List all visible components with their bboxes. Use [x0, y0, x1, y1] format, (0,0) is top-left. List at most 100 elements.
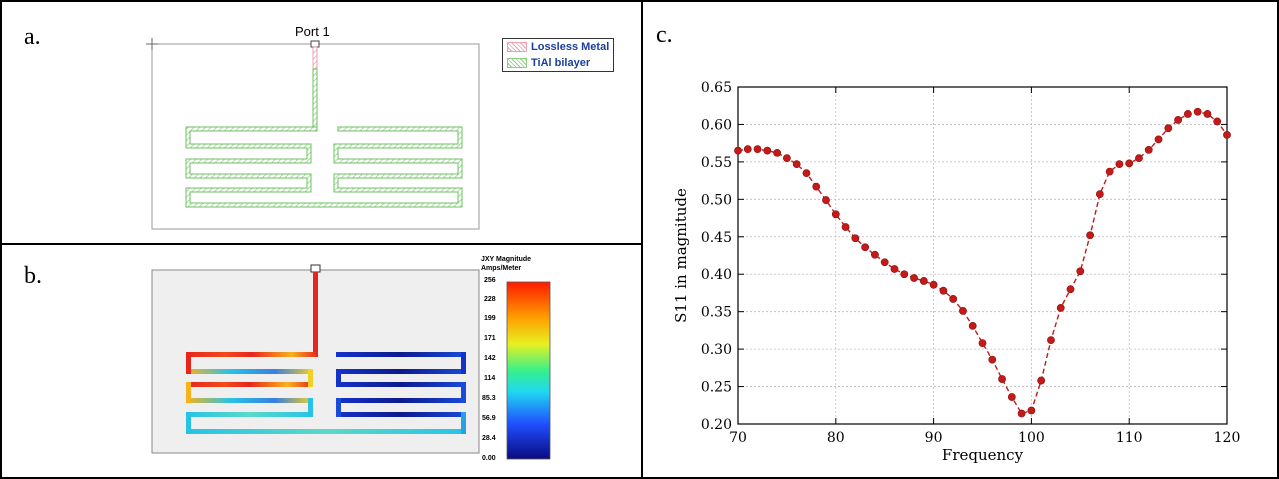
y-tick-label: 0.40 [701, 267, 732, 283]
panel-b-label: b. [24, 263, 42, 289]
data-point [773, 149, 782, 157]
bottom-segment [186, 429, 466, 434]
legend-item-tial-bilayer: TiAl bilayer [503, 55, 613, 71]
x-tick-label: 120 [1214, 430, 1241, 446]
y-axis-label: S11 in magnitude [672, 188, 690, 323]
material-legend: Lossless Metal TiAl bilayer [502, 38, 615, 72]
data-point [1076, 267, 1085, 276]
port-box-b [310, 264, 321, 273]
data-point [763, 146, 772, 155]
data-point [734, 146, 742, 155]
right-segment-5 [336, 412, 466, 417]
data-point [988, 355, 997, 364]
feed-current [313, 272, 318, 355]
panel-b: b. [0, 243, 643, 479]
tial-bilayer-swatch [507, 58, 527, 68]
data-point [851, 234, 860, 243]
colorbar [506, 281, 551, 460]
data-point [1037, 376, 1046, 385]
panel-a-label: a. [24, 24, 41, 50]
colorbar-tick: 85.3 [482, 395, 496, 402]
colorbar-tick: 28.4 [482, 435, 496, 442]
colorbar-title-line1: JXY Magnitude [481, 256, 532, 263]
panel-c-label: c. [656, 22, 673, 48]
colorbar-tick: 228 [484, 296, 496, 303]
origin-marker [146, 38, 158, 50]
series-line [737, 110, 1228, 415]
x-tick-label: 110 [1116, 430, 1143, 446]
plot-frame [737, 86, 1228, 425]
data-point [1007, 393, 1016, 401]
data-point [968, 321, 977, 330]
right-segment-2 [336, 369, 466, 374]
x-tick-label: 90 [925, 430, 943, 446]
data-point [1066, 285, 1075, 294]
colorbar-tick: 199 [484, 315, 496, 322]
data-point [1135, 154, 1143, 163]
right-segment-1 [336, 352, 466, 357]
data-point [910, 274, 918, 282]
data-point [998, 375, 1006, 383]
port-label: Port 1 [295, 24, 330, 39]
data-point [1017, 409, 1026, 418]
colorbar-tick: 256 [484, 277, 496, 284]
left-segment-4 [186, 398, 313, 403]
y-tick-label: 0.20 [701, 417, 732, 433]
x-tick-label: 70 [729, 430, 747, 446]
panel-c: c. 70 80 90 100 110 120 0.20 0.25 0.30 0.35 0.40 0.… [641, 0, 1279, 479]
left-segment-2 [186, 369, 313, 374]
data-point [1213, 117, 1222, 126]
meander-layout-diagram [146, 38, 480, 230]
current-density-map [151, 264, 551, 460]
x-axis-label: Frequency [942, 446, 1024, 464]
data-point [1223, 131, 1231, 139]
data-point [949, 295, 958, 303]
data-point [1056, 304, 1065, 312]
data-markers [734, 107, 1231, 418]
data-point [743, 145, 752, 154]
right-segment-3 [336, 382, 466, 387]
data-point [1144, 146, 1153, 154]
colorbar-title: JXY Magnitude Amps/Meter [481, 255, 531, 273]
lossless-metal-swatch [507, 42, 527, 52]
colorbar-tick: 0.00 [482, 455, 496, 462]
data-point [1164, 124, 1173, 133]
legend-label-lossless-metal: Lossless Metal [531, 41, 610, 53]
y-tick-label: 0.35 [701, 305, 732, 321]
right-segment-4 [336, 398, 466, 403]
y-tick-label: 0.60 [701, 117, 732, 133]
data-point [978, 339, 987, 348]
port-box [310, 40, 320, 48]
data-point [792, 160, 801, 169]
data-point [1115, 160, 1124, 169]
data-point [929, 280, 938, 289]
data-point [1125, 159, 1134, 168]
legend-label-tial-bilayer: TiAl bilayer [531, 57, 591, 69]
data-point [861, 243, 870, 252]
colorbar-tick: 142 [484, 355, 496, 362]
data-point [890, 265, 899, 273]
y-tick-label: 0.25 [701, 380, 732, 396]
colorbar-tick: 171 [484, 335, 496, 342]
data-point [1193, 107, 1202, 116]
left-segment-3 [186, 382, 313, 387]
data-point [900, 270, 909, 279]
s11-chart: 70 80 90 100 110 120 0.20 0.25 0.30 0.35 0.40 0.45 0… [672, 80, 1241, 464]
data-point [1174, 116, 1182, 124]
data-point [812, 182, 821, 191]
grid-lines [737, 86, 1228, 425]
left-segment-1 [186, 352, 318, 357]
colorbar-tick: 114 [484, 375, 496, 382]
meander-trace [185, 68, 463, 208]
data-point [880, 258, 889, 267]
data-point [959, 307, 967, 315]
left-segment-5 [186, 412, 313, 417]
panel-a: a. Port 1 [0, 0, 643, 245]
data-point [1095, 190, 1104, 198]
y-tick-label: 0.50 [701, 192, 732, 208]
legend-item-lossless-metal: Lossless Metal [503, 39, 613, 55]
data-point [1183, 110, 1192, 118]
feed-metal [312, 46, 318, 70]
x-tick-label: 80 [827, 430, 845, 446]
data-point [871, 250, 879, 259]
